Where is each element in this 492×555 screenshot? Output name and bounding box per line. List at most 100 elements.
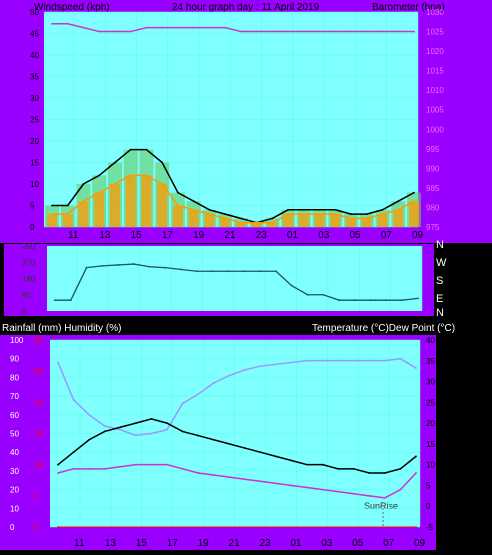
wind-average-line-point xyxy=(287,213,289,216)
dewpoint-line-point xyxy=(57,472,59,474)
wind-average-bar xyxy=(346,218,357,227)
barometer-line xyxy=(52,22,414,33)
temperature-line-point xyxy=(57,463,59,466)
barometer-line-point xyxy=(397,30,400,33)
barometer-line-point xyxy=(98,30,101,33)
wind-gust-line-point xyxy=(98,174,101,177)
temperature-line-point xyxy=(399,467,402,470)
temp-hour-label: 17 xyxy=(167,538,179,549)
humidity-line-point xyxy=(306,359,308,362)
wind-average-bar xyxy=(393,209,404,227)
temp-hour-label: 21 xyxy=(229,538,241,549)
humidity-line-point xyxy=(228,374,231,377)
humidity-line-point xyxy=(243,369,246,371)
wind-gust-line-point xyxy=(271,217,274,220)
temperature-tick-label: 15 xyxy=(426,440,435,449)
dewpoint-line-point xyxy=(228,476,231,479)
wind-tick-label: 45 xyxy=(30,30,39,39)
direction-tick-label: 360 xyxy=(22,242,36,251)
dewpoint-line-point xyxy=(103,467,106,470)
temperature-line-point xyxy=(166,422,168,425)
wind-average-bar xyxy=(220,218,231,227)
wind-average-bar xyxy=(109,184,120,227)
temperature-line-point xyxy=(197,434,199,437)
dewpoint-line-point xyxy=(352,492,355,495)
wind-average-line-point xyxy=(161,183,164,185)
wind-direction-line-point xyxy=(401,299,404,302)
direction-tick-label: 90 xyxy=(22,291,31,300)
humidity-line xyxy=(57,357,417,437)
temperature-line-point xyxy=(306,463,308,466)
barometer-line-point xyxy=(287,30,289,33)
wind-direction-line-point xyxy=(322,293,325,296)
wind-direction-line-point xyxy=(117,264,120,266)
wind-tick-label: 40 xyxy=(30,51,39,60)
temperature-line-point xyxy=(383,472,386,474)
wind-tick-label: 30 xyxy=(30,94,39,103)
wind-average-bar xyxy=(172,205,183,227)
dewpoint-line-point xyxy=(243,478,246,481)
temperature-line-point xyxy=(243,447,246,449)
rainfall-tick-label: 25 xyxy=(34,367,43,376)
wind-direction-line-point xyxy=(180,268,183,271)
temperature-tick-label: 10 xyxy=(426,461,435,470)
dewpoint-line-point xyxy=(72,467,75,470)
direction-plot-area xyxy=(47,246,422,311)
temp-hour-label: 09 xyxy=(414,538,426,549)
wind-average-line-point xyxy=(82,200,85,203)
wind-direction-line-point xyxy=(148,265,151,268)
barometer-line-point xyxy=(51,22,53,25)
temperature-line-point xyxy=(275,455,277,458)
compass-n-bottom: N xyxy=(436,307,444,319)
wind-gust-line-point xyxy=(145,148,148,151)
humidity-line-point xyxy=(352,359,355,362)
wind-gust-line-point xyxy=(334,208,337,211)
temperature-line-point xyxy=(72,451,75,454)
wind-hour-label: 05 xyxy=(349,230,361,241)
wind-average-line-point xyxy=(334,213,337,216)
wind-gust-line-point xyxy=(177,191,179,194)
wind-direction-line-point xyxy=(338,299,340,302)
wind-hour-label: 03 xyxy=(318,230,330,241)
humidity-line-point xyxy=(103,425,106,427)
compass-w: W xyxy=(436,257,447,269)
humidity-tick-label: 50 xyxy=(10,430,19,439)
wind-average-bar xyxy=(47,214,57,227)
wind-hour-label: 19 xyxy=(193,230,205,241)
barometer-line-point xyxy=(350,30,352,33)
wind-average-line-point xyxy=(129,174,132,177)
humidity-line-point xyxy=(415,367,417,369)
barometer-line-point xyxy=(413,30,415,33)
wind-gust-line-point xyxy=(82,183,85,185)
temperature-line-point xyxy=(290,459,293,462)
wind-direction-line-point xyxy=(227,270,230,273)
wind-gust-line-point xyxy=(51,204,53,207)
wind-average-line-point xyxy=(271,221,274,224)
wind-average-bar xyxy=(314,214,325,227)
temp-hour-label: 07 xyxy=(383,538,395,549)
wind-direction-line-point xyxy=(211,270,214,273)
rainfall-tick-label: 10 xyxy=(34,461,43,470)
temperature-tick-label: 25 xyxy=(426,398,435,407)
humidity-line-point xyxy=(57,361,59,364)
humidity-line-point xyxy=(197,393,199,396)
barometer-tick-label: 995 xyxy=(426,145,440,154)
wind-average-bar xyxy=(251,222,262,227)
humidity-tick-label: 40 xyxy=(10,448,19,457)
wind-direction-line-point xyxy=(196,270,198,273)
temp-hour-label: 15 xyxy=(136,538,148,549)
wind-average-line-point xyxy=(98,191,101,194)
wind-direction-line-point xyxy=(369,299,372,302)
temp-dew-title: Temperature (°C)Dew Point (°C) xyxy=(312,323,455,334)
wind-hour-label: 07 xyxy=(381,230,393,241)
wind-average-line xyxy=(52,174,415,224)
wind-hour-label: 11 xyxy=(68,230,79,241)
wind-average-line-point xyxy=(397,208,400,211)
wind-hour-label: 15 xyxy=(131,230,143,241)
barometer-tick-label: 990 xyxy=(426,164,440,173)
wind-average-bar xyxy=(188,209,199,227)
dewpoint-line-point xyxy=(290,484,293,487)
humidity-tick-label: 0 xyxy=(10,523,15,532)
humidity-line-point xyxy=(212,382,215,384)
wind-direction-line-point xyxy=(69,299,72,302)
